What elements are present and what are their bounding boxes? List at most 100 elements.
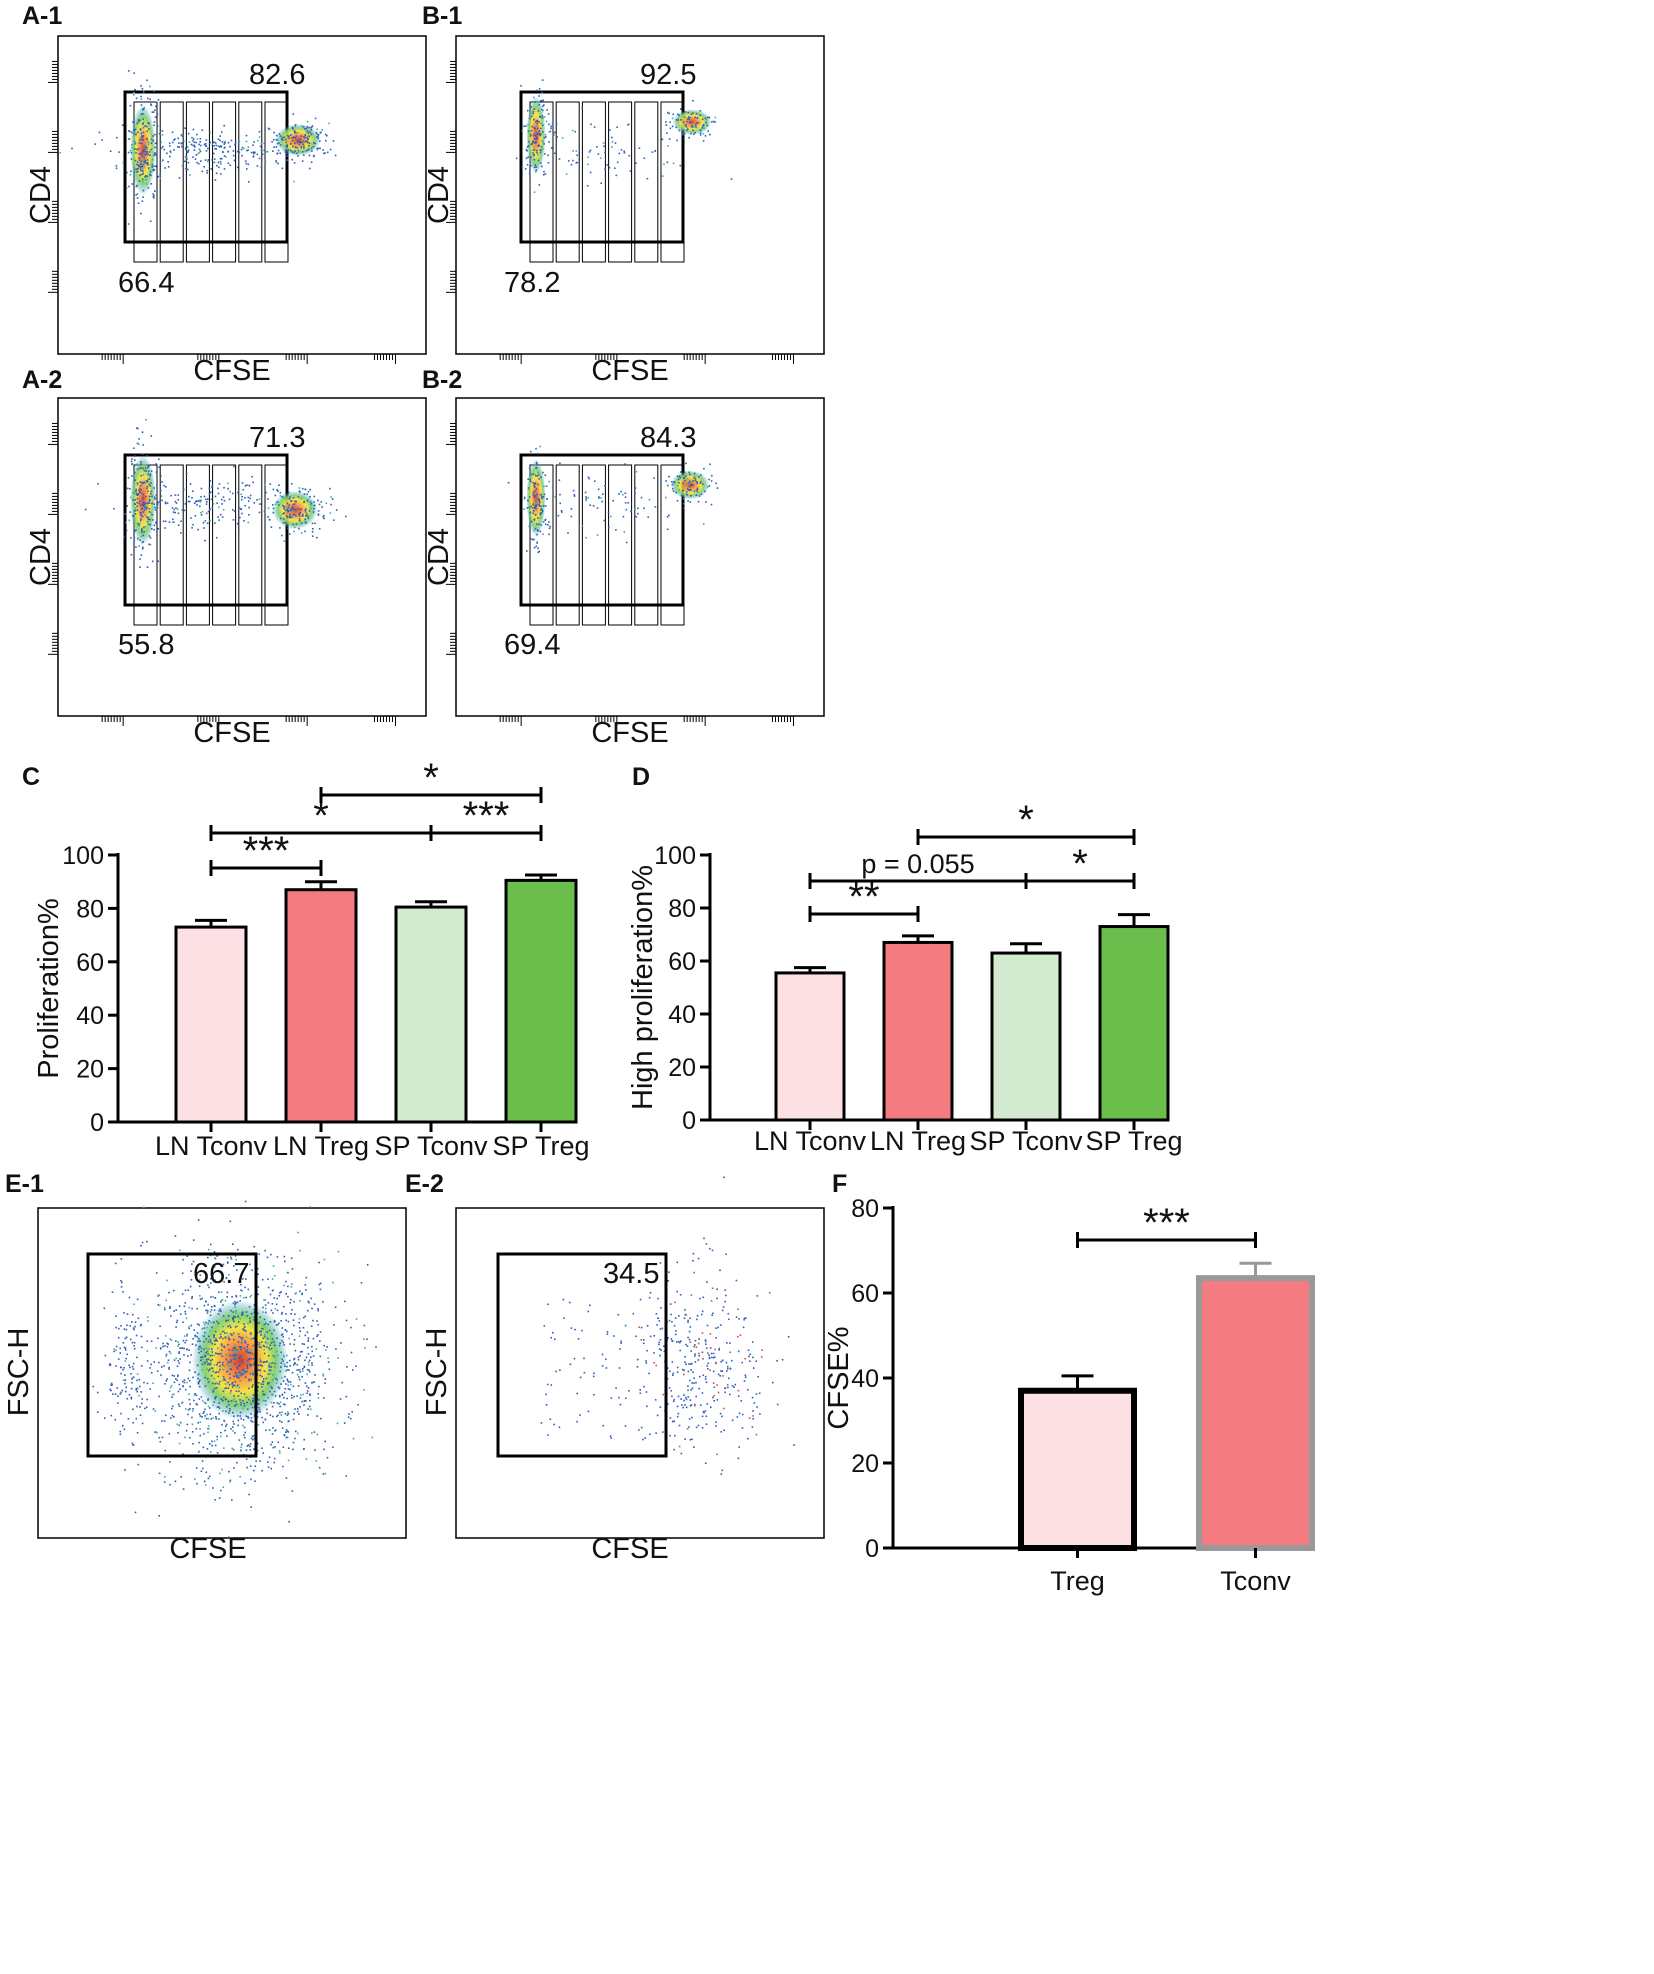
- event-dot: [214, 142, 217, 144]
- event-dot: [220, 163, 222, 165]
- event-dot: [139, 129, 142, 131]
- event-dot: [679, 1294, 682, 1296]
- event-dot: [313, 1303, 316, 1305]
- event-dot: [197, 528, 199, 531]
- event-dot: [240, 1289, 242, 1291]
- plot-frame-b1: [455, 35, 825, 355]
- event-dot: [333, 519, 335, 521]
- event-dot: [182, 488, 185, 491]
- event-dot: [602, 1424, 605, 1427]
- event-dot: [293, 180, 295, 183]
- event-dot: [272, 1427, 274, 1429]
- event-dot: [692, 480, 694, 482]
- event-dot: [146, 1340, 149, 1342]
- event-dot: [221, 1344, 223, 1347]
- event-dot: [285, 138, 288, 140]
- event-dot: [740, 1400, 743, 1402]
- event-dot: [526, 164, 529, 166]
- event-dot: [222, 1379, 224, 1382]
- event-dot: [240, 1346, 242, 1348]
- event-dot: [676, 139, 678, 142]
- event-dot: [680, 1398, 682, 1400]
- event-dot: [274, 1362, 276, 1365]
- event-dot: [234, 1355, 236, 1357]
- event-dot: [141, 507, 144, 509]
- event-dot: [656, 481, 659, 483]
- event-dot: [609, 1435, 612, 1437]
- event-dot: [298, 1327, 301, 1329]
- event-dot: [216, 1255, 218, 1257]
- event-dot: [593, 126, 596, 128]
- event-dot: [181, 145, 183, 148]
- event-dot: [305, 1400, 307, 1402]
- event-dot: [540, 100, 543, 102]
- event-dot: [282, 504, 284, 507]
- event-dot: [144, 505, 146, 507]
- event-dot: [214, 1372, 217, 1374]
- event-dot: [211, 1367, 214, 1370]
- y-tick-label-d: 60: [668, 948, 696, 976]
- event-dot: [142, 131, 145, 134]
- event-dot: [527, 156, 529, 158]
- event-dot: [110, 1414, 113, 1417]
- significance-label: ***: [463, 794, 510, 838]
- event-dot: [676, 475, 679, 478]
- event-dot: [139, 566, 141, 568]
- event-dot: [334, 154, 337, 157]
- event-dot: [272, 1265, 275, 1267]
- event-dot: [302, 150, 305, 153]
- event-dot: [678, 1424, 681, 1427]
- event-dot: [221, 157, 223, 160]
- event-dot: [299, 141, 301, 144]
- event-dot: [285, 1319, 287, 1322]
- event-dot: [176, 1375, 179, 1378]
- significance-label: ***: [243, 829, 290, 873]
- event-dot: [120, 1258, 123, 1260]
- category-label: Treg: [1050, 1566, 1105, 1596]
- event-dot: [542, 109, 544, 112]
- event-dot: [155, 522, 158, 525]
- event-dot: [540, 505, 542, 508]
- event-dot: [305, 508, 307, 510]
- event-dot: [240, 1392, 243, 1395]
- event-dot: [521, 129, 524, 132]
- division-gate-b2-6: [660, 464, 685, 626]
- event-dot: [210, 1282, 212, 1284]
- event-dot: [643, 1342, 645, 1345]
- event-dot: [533, 118, 535, 121]
- event-dot: [696, 482, 698, 485]
- event-dot: [197, 1422, 199, 1424]
- event-dot: [139, 128, 142, 130]
- event-dot: [700, 493, 703, 495]
- event-dot: [538, 499, 540, 502]
- event-dot: [240, 493, 242, 496]
- event-dot: [536, 132, 538, 135]
- event-dot: [722, 1306, 725, 1308]
- event-dot: [207, 1256, 209, 1259]
- event-dot: [226, 1291, 229, 1294]
- event-dot: [225, 1410, 227, 1413]
- event-dot: [690, 1294, 693, 1296]
- event-dot: [157, 560, 159, 562]
- event-dot: [245, 1396, 248, 1399]
- event-dot: [141, 528, 143, 530]
- event-dot: [533, 166, 536, 168]
- event-dot: [298, 487, 301, 489]
- event-dot: [240, 1338, 243, 1341]
- event-dot: [286, 1378, 289, 1381]
- event-dot: [133, 143, 136, 145]
- event-dot: [146, 130, 148, 133]
- event-dot: [196, 504, 198, 506]
- event-dot: [226, 1296, 228, 1298]
- event-dot: [141, 531, 143, 533]
- event-dot: [548, 123, 550, 126]
- event-dot: [223, 1281, 225, 1283]
- event-dot: [312, 528, 314, 530]
- event-dot: [539, 134, 541, 136]
- event-dot: [755, 1360, 757, 1362]
- event-dot: [705, 1415, 708, 1418]
- event-dot: [186, 158, 188, 160]
- event-dot: [689, 501, 692, 503]
- event-dot: [329, 512, 332, 514]
- event-dot: [215, 144, 218, 147]
